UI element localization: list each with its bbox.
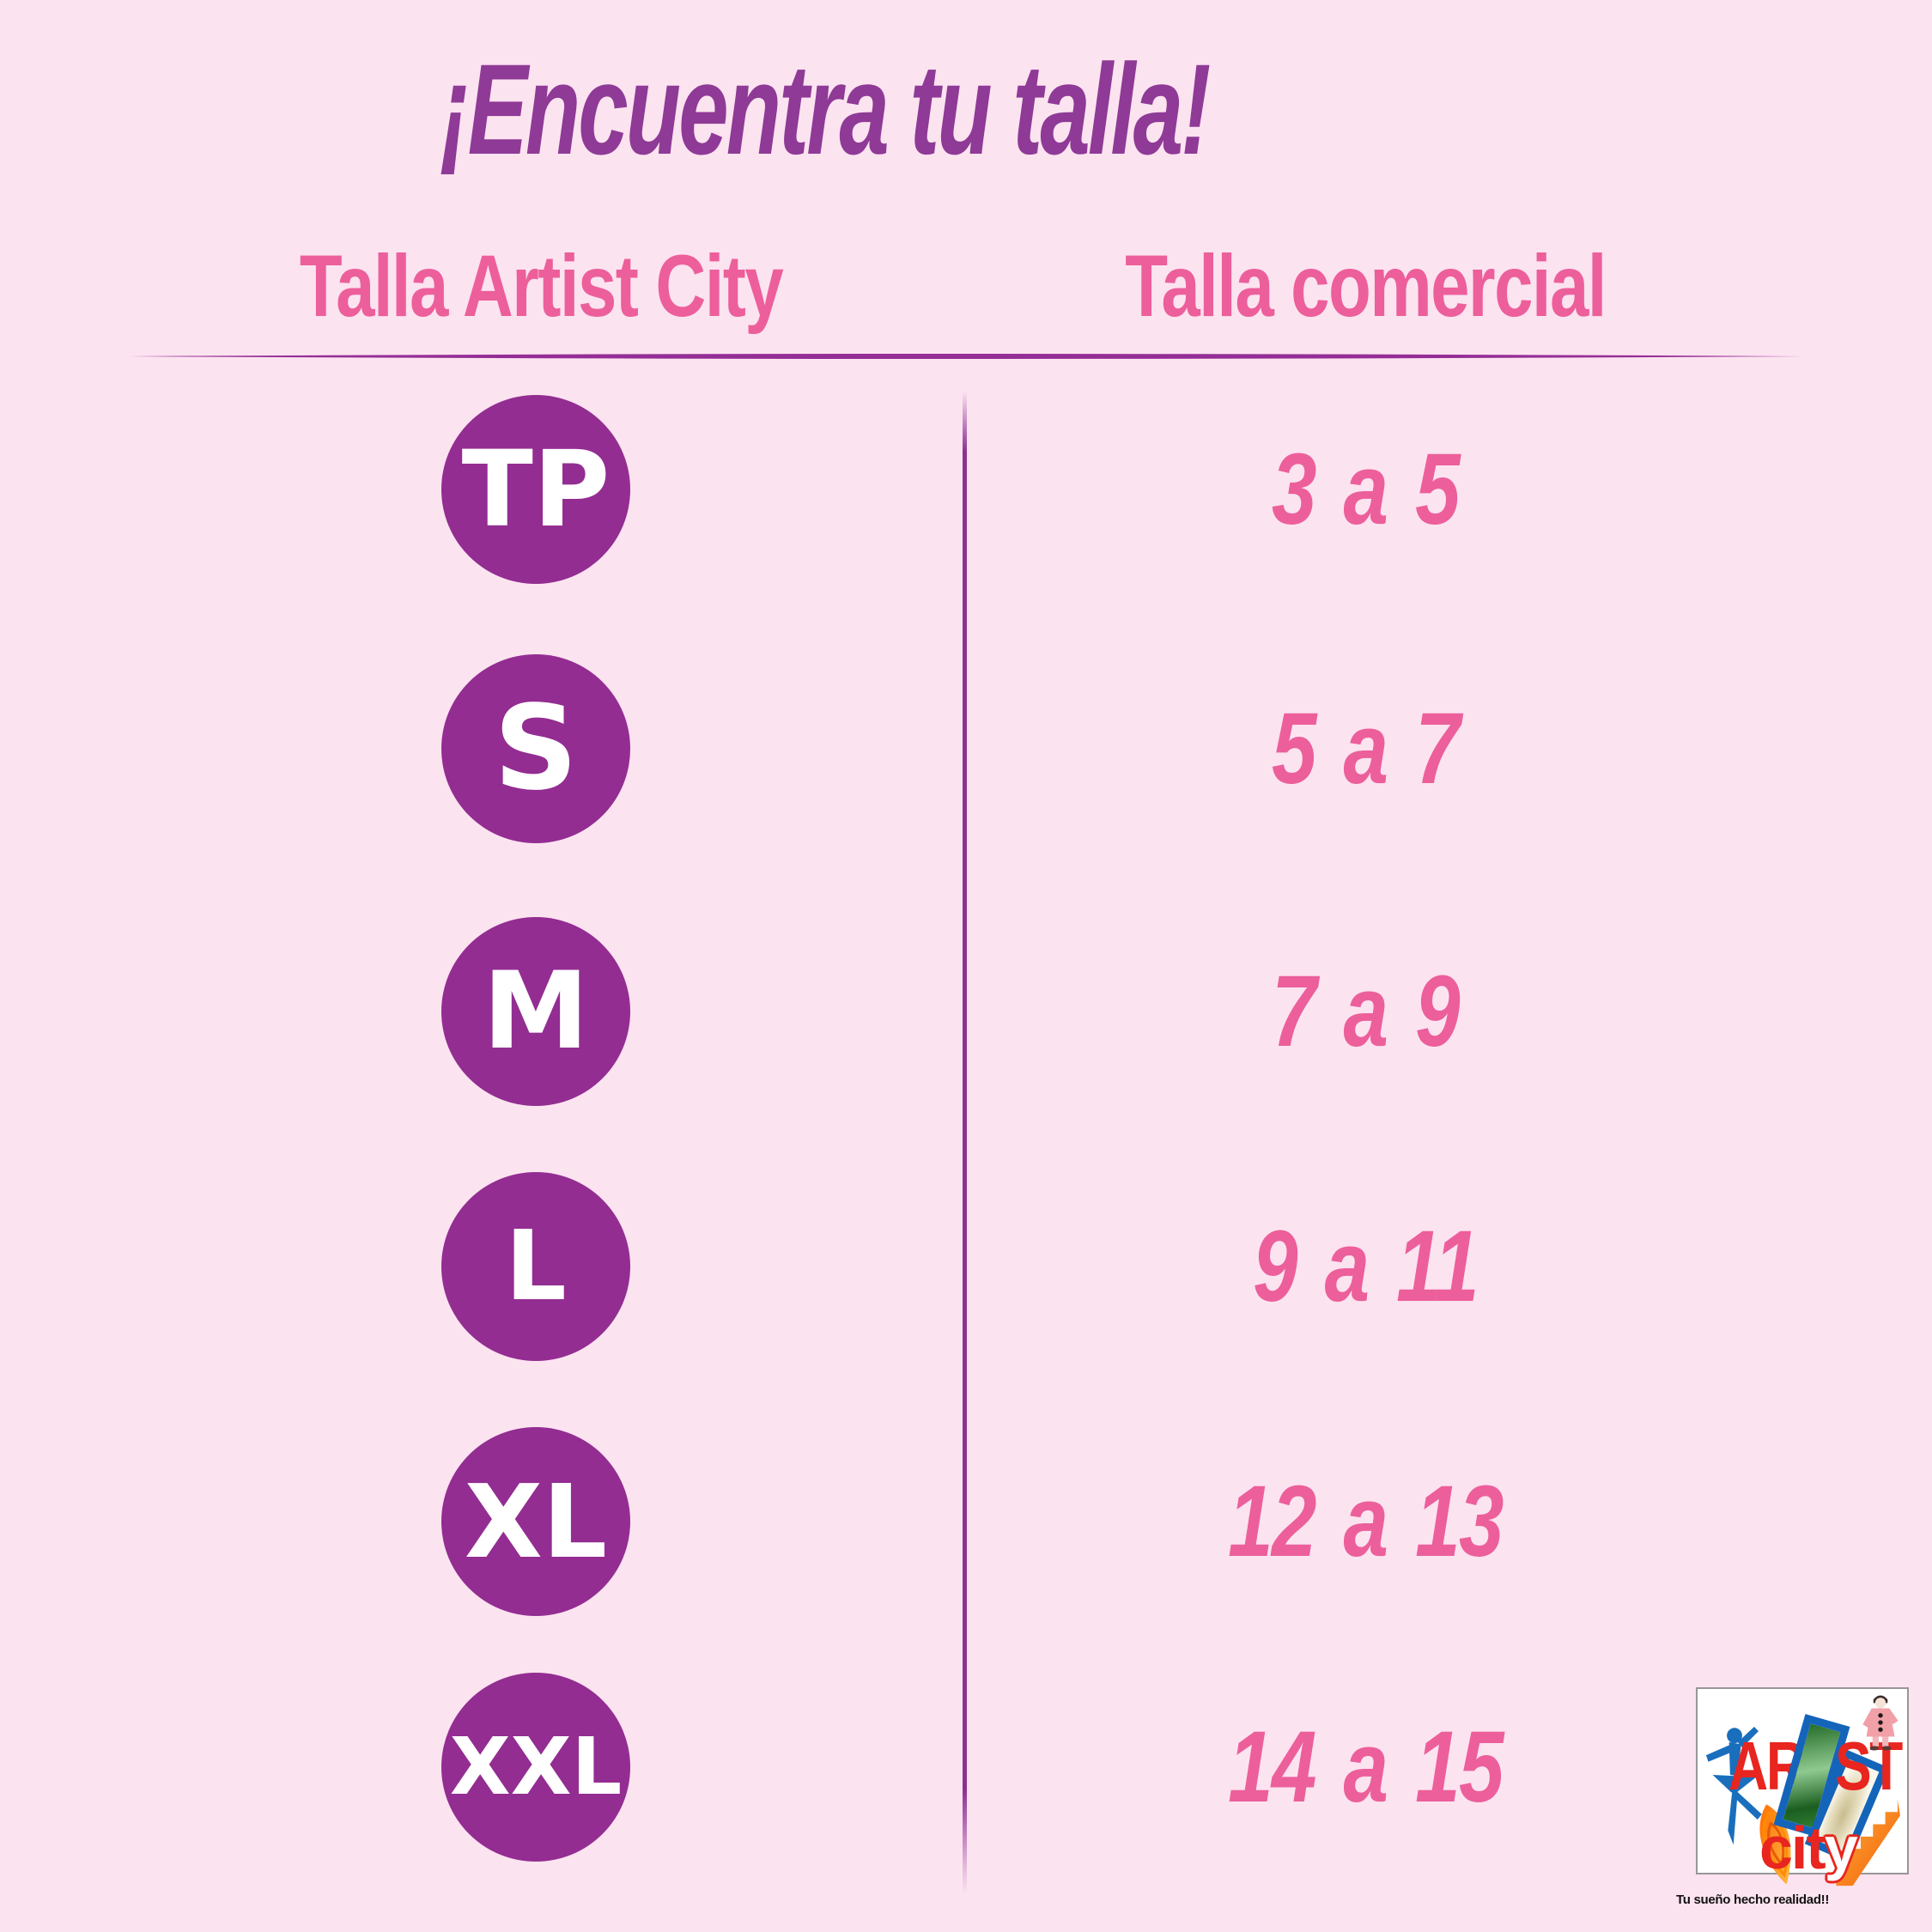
size-badge-tp: TP	[441, 395, 630, 584]
brand-city-prefix: cit	[1759, 1814, 1826, 1881]
column-header-artist-city: Talla Artist City	[299, 237, 784, 335]
commercial-size-xl: 12 a 13	[1228, 1465, 1504, 1578]
size-badge-label: XL	[464, 1462, 608, 1581]
size-badge-m: M	[441, 917, 630, 1106]
size-badge-label: S	[494, 681, 578, 817]
commercial-size-xxl: 14 a 15	[1228, 1710, 1504, 1824]
commercial-size-m: 7 a 9	[1272, 955, 1461, 1068]
ballerina-icon	[1705, 1727, 1762, 1845]
page-title: ¡Encuentra tu talla!	[440, 37, 1212, 181]
orange-swoosh-right-icon	[1836, 1799, 1900, 1886]
brand-logo: AR ST city	[1696, 1687, 1909, 1886]
size-badge-s: S	[441, 654, 630, 843]
size-badge-label: L	[505, 1211, 567, 1322]
size-badge-label: TP	[461, 428, 611, 550]
size-badge-l: L	[441, 1172, 630, 1361]
size-badge-xl: XL	[441, 1427, 630, 1616]
clown-icon	[1862, 1695, 1899, 1751]
brand-text-st: ST	[1835, 1728, 1903, 1804]
brand-tagline: Tu sueño hecho realidad!!	[1676, 1893, 1830, 1907]
size-badge-label: M	[483, 950, 589, 1073]
commercial-size-l: 9 a 11	[1253, 1210, 1479, 1323]
horizontal-divider	[129, 354, 1803, 359]
brand-city-y: y	[1824, 1814, 1858, 1881]
column-header-comercial: Talla comercial	[1125, 237, 1607, 335]
vertical-divider	[963, 392, 967, 1894]
size-badge-xxl: XXL	[441, 1673, 630, 1862]
commercial-size-tp: 3 a 5	[1272, 433, 1461, 546]
brand-text-city: city	[1759, 1818, 1858, 1878]
commercial-size-s: 5 a 7	[1272, 692, 1461, 805]
size-badge-label: XXL	[449, 1721, 623, 1813]
